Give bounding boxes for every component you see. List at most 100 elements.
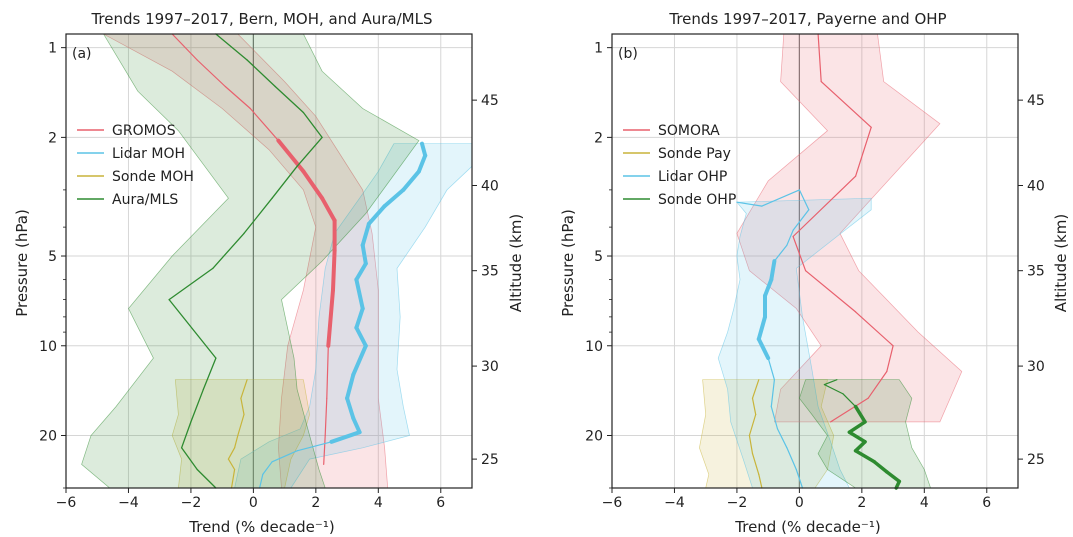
panel-a: Trends 1997–2017, Bern, MOH, and Aura/ML… (13, 10, 525, 536)
series-line-segment (761, 189, 801, 207)
series-line-segment (331, 248, 337, 292)
series-line-segment (240, 379, 248, 399)
y2-tick-label: 30 (1027, 359, 1045, 375)
series-line-segment (854, 126, 872, 177)
x-tick-label: 0 (795, 495, 804, 511)
legend-label: Aura/MLS (112, 192, 178, 208)
series-line-segment (243, 197, 273, 235)
series-line-segment (227, 447, 236, 460)
x-tick-label: −6 (56, 495, 77, 511)
y2-tick-label: 40 (1027, 178, 1045, 194)
panel-tag: (a) (72, 46, 92, 62)
legend-label: Sonde MOH (112, 169, 194, 185)
series-line-segment (854, 311, 894, 347)
y-tick-label: 2 (594, 130, 603, 146)
series-line-segment (180, 421, 192, 449)
y2-tick-label: 35 (481, 264, 499, 280)
plot-frame (65, 33, 473, 489)
series-line-segment (792, 235, 807, 272)
series-line-segment (354, 277, 365, 311)
x-tick-label: 2 (311, 495, 320, 511)
series-line-segment (323, 434, 326, 465)
series-line-segment (320, 196, 337, 223)
series-line-segment (769, 259, 777, 282)
series-line-segment (756, 314, 767, 342)
x-tick-label: −2 (727, 495, 748, 511)
series-line-segment (823, 379, 838, 386)
series-line-segment (817, 33, 822, 83)
uncertainty-band (81, 33, 420, 489)
series-line-segment (227, 458, 236, 471)
x-axis-title: Trend (% decade⁻¹) (188, 518, 334, 536)
series-line-segment (842, 393, 857, 408)
series-line-segment (271, 450, 298, 463)
series-line-segment (867, 370, 888, 399)
series-line-segment (274, 85, 305, 114)
series-line-segment (853, 449, 877, 464)
panel-tag: (b) (618, 46, 638, 62)
series-line-segment (748, 413, 757, 437)
series-line-segment (763, 277, 774, 298)
series-line-segment (354, 261, 368, 282)
x-tick-label: 0 (249, 495, 258, 511)
series-line-segment (751, 379, 760, 399)
series-line-segment (736, 201, 763, 207)
series-line-segment (416, 153, 428, 174)
series-line-segment (234, 434, 239, 449)
series-line-segment (196, 59, 226, 88)
series-line-segment (360, 221, 371, 248)
series-line-segment (770, 379, 776, 408)
series-line-segment (237, 413, 245, 437)
y-tick-label: 5 (48, 249, 57, 265)
series-line-segment (345, 396, 356, 421)
y2-tick-label: 35 (1027, 264, 1045, 280)
y-tick-label: 2 (48, 130, 57, 146)
series-line-segment (792, 209, 810, 231)
series-line-segment (224, 85, 251, 110)
series-line-segment (345, 372, 356, 401)
y-axis-title: Pressure (hPa) (13, 209, 31, 317)
series-line-segment (262, 461, 273, 475)
legend-label: GROMOS (112, 123, 176, 139)
series-line-segment (180, 447, 198, 471)
series-line-segment (792, 175, 857, 238)
y-tick-label: 5 (594, 249, 603, 265)
series-line-segment (171, 33, 198, 61)
series-line-segment (853, 440, 867, 453)
series-line-segment (773, 244, 788, 262)
y2-tick-label: 25 (1027, 452, 1045, 468)
series-line-segment (326, 345, 329, 399)
x-tick-label: −6 (602, 495, 623, 511)
y-axis-title: Pressure (hPa) (559, 209, 577, 317)
y2-tick-label: 30 (481, 359, 499, 375)
series-line-segment (271, 165, 298, 199)
series-line-segment (215, 33, 248, 61)
y-tick-label: 20 (585, 429, 603, 445)
series-line-segment (756, 337, 771, 361)
series-line-segment (847, 430, 867, 444)
legend-label: Lidar OHP (658, 169, 727, 185)
series-line-segment (829, 397, 869, 423)
panel-title: Trends 1997–2017, Payerne and OHP (668, 10, 946, 28)
series-line-segment (823, 384, 844, 395)
series-line-segment (196, 468, 217, 489)
series-line-segment (326, 288, 335, 348)
plot-frame (611, 33, 1019, 489)
uncertainty-band (736, 33, 963, 423)
series-line-segment (804, 270, 857, 313)
x-tick-label: 2 (857, 495, 866, 511)
series-line-segment (798, 189, 810, 211)
series-line-segment (259, 473, 264, 489)
x-tick-label: 6 (982, 495, 991, 511)
series-line-segment (296, 441, 333, 452)
y-tick-label: 20 (39, 429, 57, 445)
series-line-segment (351, 416, 362, 435)
y2-tick-label: 25 (481, 452, 499, 468)
series-line-segment (324, 397, 328, 437)
panel-b: Trends 1997–2017, Payerne and OHP −6 −4 −2… (559, 10, 1070, 536)
x-axis-title: Trend (% decade⁻¹) (734, 518, 880, 536)
y-tick-label: 10 (39, 339, 57, 355)
